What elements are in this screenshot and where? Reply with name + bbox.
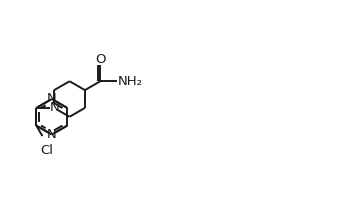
Text: N: N	[49, 101, 59, 114]
Text: N: N	[47, 92, 57, 106]
Text: NH₂: NH₂	[118, 75, 143, 88]
Text: N: N	[47, 128, 57, 141]
Text: Cl: Cl	[41, 144, 54, 157]
Text: O: O	[95, 53, 105, 66]
